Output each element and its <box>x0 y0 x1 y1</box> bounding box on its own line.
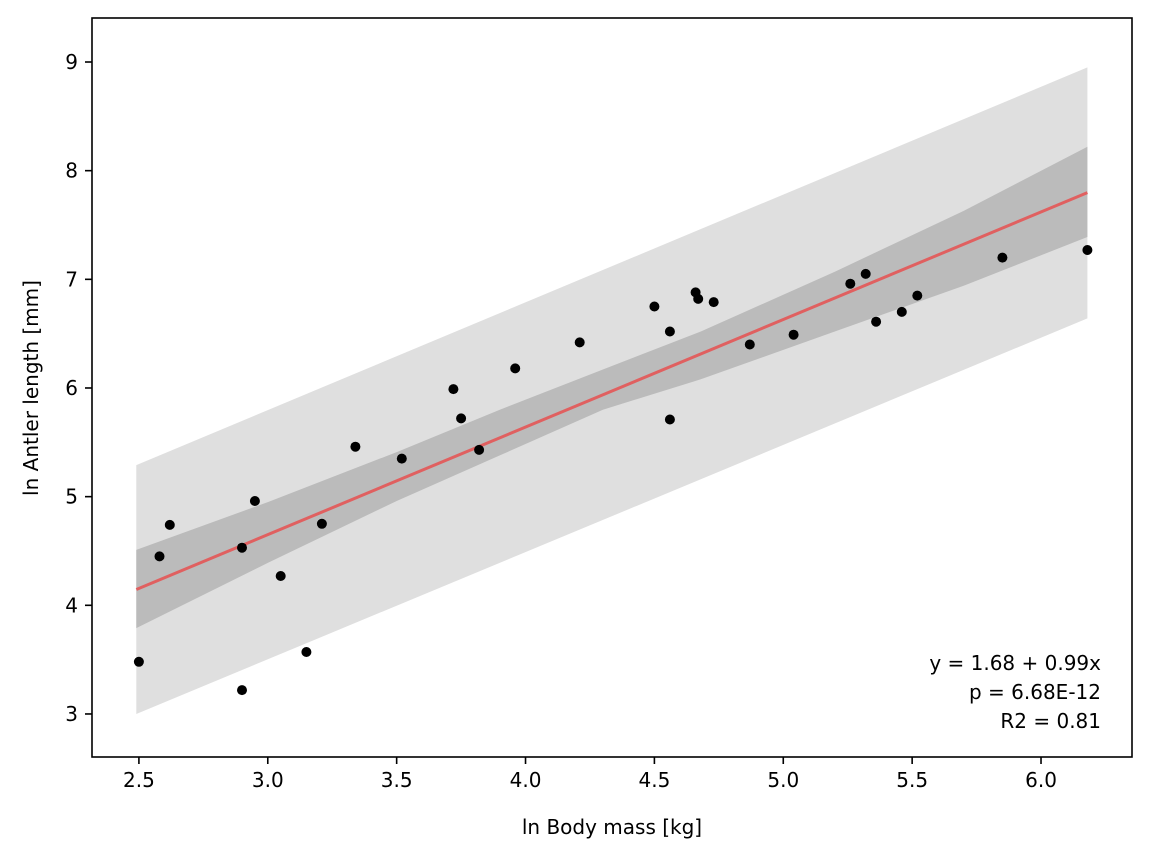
x-tick-label: 5.0 <box>767 768 799 792</box>
x-tick-label: 4.5 <box>638 768 670 792</box>
data-point-31 <box>1082 245 1093 255</box>
regression-line <box>135 191 1088 591</box>
y-tick-label: 7 <box>65 267 78 291</box>
x-tick-label: 4.0 <box>510 768 542 792</box>
data-point-11 <box>396 453 407 464</box>
x-tick-label: 3.0 <box>252 768 284 792</box>
data-point-19 <box>664 414 675 425</box>
data-point-10 <box>350 441 361 452</box>
x-tick-label: 5.5 <box>896 768 928 792</box>
data-point-22 <box>708 297 719 308</box>
data-point-5 <box>237 685 247 696</box>
x-tick-label: 3.5 <box>381 768 413 792</box>
x-axis-ticks: 2.5 3.0 3.5 4.0 4.5 5.0 5.5 6.0 <box>123 757 1057 792</box>
data-point-13 <box>456 413 467 424</box>
x-axis-label: ln Body mass [kg] <box>522 815 702 839</box>
data-point-3 <box>164 519 175 530</box>
y-axis-label: ln Antler length [mm] <box>19 280 43 496</box>
regression-line-layer <box>135 191 1088 591</box>
data-point-16 <box>574 337 585 348</box>
data-point-4 <box>237 542 247 553</box>
data-point-15 <box>510 363 521 374</box>
data-point-9 <box>316 518 327 529</box>
data-point-6 <box>249 496 260 506</box>
annotation-equation: y = 1.68 + 0.99x <box>929 651 1101 675</box>
data-point-30 <box>997 252 1008 263</box>
data-point-24 <box>788 329 799 340</box>
y-tick-label: 4 <box>65 593 78 617</box>
data-point-27 <box>871 316 882 327</box>
data-point-12 <box>448 384 459 395</box>
data-point-29 <box>912 290 923 301</box>
data-point-2 <box>154 551 165 562</box>
y-tick-label: 3 <box>65 702 78 726</box>
data-point-1 <box>133 656 144 667</box>
scatter-points-layer <box>133 245 1093 696</box>
data-point-26 <box>860 268 871 279</box>
data-point-21 <box>693 293 704 304</box>
annotation-p-value: p = 6.68E-12 <box>969 680 1101 704</box>
y-tick-label: 9 <box>65 50 78 74</box>
data-point-7 <box>275 571 286 581</box>
confidence-band <box>136 146 1088 629</box>
y-tick-label: 5 <box>65 485 78 509</box>
data-point-17 <box>649 301 660 312</box>
y-tick-label: 8 <box>65 159 78 183</box>
data-point-23 <box>744 339 755 350</box>
x-tick-label: 2.5 <box>123 768 155 792</box>
x-tick-label: 6.0 <box>1025 768 1057 792</box>
data-point-14 <box>474 444 485 455</box>
stats-annotation: y = 1.68 + 0.99x p = 6.68E-12 R2 = 0.81 <box>929 651 1101 733</box>
data-point-25 <box>845 278 856 289</box>
annotation-r2: R2 = 0.81 <box>1000 709 1101 733</box>
confidence-band-layer <box>136 146 1088 629</box>
data-point-18 <box>664 326 675 337</box>
data-point-8 <box>301 647 312 657</box>
data-point-28 <box>896 306 907 317</box>
y-axis-ticks: 3 4 5 6 7 8 9 <box>65 50 92 726</box>
y-tick-label: 6 <box>65 376 78 400</box>
